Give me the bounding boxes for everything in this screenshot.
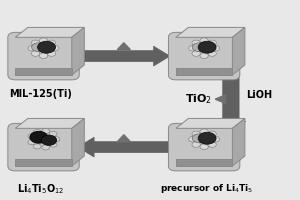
- Polygon shape: [176, 68, 232, 75]
- Circle shape: [28, 45, 36, 51]
- Circle shape: [33, 144, 41, 149]
- Circle shape: [198, 41, 216, 53]
- Circle shape: [51, 45, 59, 51]
- Circle shape: [32, 40, 40, 46]
- Circle shape: [49, 131, 57, 136]
- Polygon shape: [215, 95, 226, 104]
- Circle shape: [192, 142, 200, 147]
- Circle shape: [189, 45, 197, 51]
- Circle shape: [200, 144, 208, 150]
- Circle shape: [200, 129, 208, 134]
- Circle shape: [32, 43, 45, 52]
- Polygon shape: [176, 118, 245, 128]
- Circle shape: [52, 137, 60, 142]
- Polygon shape: [78, 46, 170, 66]
- Circle shape: [192, 51, 200, 56]
- Circle shape: [198, 132, 216, 144]
- Circle shape: [38, 41, 56, 53]
- Circle shape: [208, 142, 216, 147]
- FancyBboxPatch shape: [8, 32, 79, 80]
- Circle shape: [208, 51, 216, 56]
- Text: precursor of Li$_4$Ti$_5$: precursor of Li$_4$Ti$_5$: [160, 182, 254, 195]
- Polygon shape: [15, 27, 84, 37]
- Circle shape: [41, 135, 57, 145]
- Text: LiOH: LiOH: [246, 90, 272, 100]
- Polygon shape: [72, 27, 84, 75]
- Text: MIL-125(Ti): MIL-125(Ti): [9, 89, 72, 99]
- Circle shape: [211, 45, 220, 51]
- Polygon shape: [117, 135, 130, 142]
- Circle shape: [192, 40, 200, 46]
- Circle shape: [28, 139, 36, 145]
- Circle shape: [208, 40, 216, 46]
- Circle shape: [47, 51, 56, 56]
- Circle shape: [192, 131, 200, 137]
- Circle shape: [42, 128, 50, 134]
- FancyBboxPatch shape: [169, 32, 240, 80]
- Polygon shape: [232, 118, 245, 166]
- Polygon shape: [15, 68, 72, 75]
- Circle shape: [192, 134, 205, 143]
- FancyBboxPatch shape: [8, 123, 79, 171]
- Polygon shape: [232, 27, 245, 75]
- Polygon shape: [72, 118, 84, 166]
- Text: TiO$_2$: TiO$_2$: [184, 92, 212, 106]
- Text: Li$_4$Ti$_5$O$_{12}$: Li$_4$Ti$_5$O$_{12}$: [17, 182, 64, 196]
- Circle shape: [200, 53, 208, 58]
- Circle shape: [28, 134, 36, 139]
- Circle shape: [39, 53, 48, 58]
- Polygon shape: [176, 27, 245, 37]
- Circle shape: [192, 43, 205, 52]
- Circle shape: [208, 131, 216, 137]
- Circle shape: [200, 38, 208, 43]
- Circle shape: [39, 38, 48, 43]
- Circle shape: [30, 131, 48, 143]
- Circle shape: [47, 40, 56, 46]
- Circle shape: [42, 145, 50, 150]
- Circle shape: [49, 142, 57, 147]
- Polygon shape: [78, 137, 170, 157]
- FancyBboxPatch shape: [169, 123, 240, 171]
- Circle shape: [33, 129, 41, 135]
- Polygon shape: [117, 43, 130, 50]
- Polygon shape: [176, 159, 232, 166]
- Polygon shape: [15, 159, 72, 166]
- Circle shape: [211, 136, 220, 142]
- Polygon shape: [216, 70, 246, 132]
- Polygon shape: [15, 118, 84, 128]
- Circle shape: [32, 51, 40, 56]
- Circle shape: [189, 136, 197, 142]
